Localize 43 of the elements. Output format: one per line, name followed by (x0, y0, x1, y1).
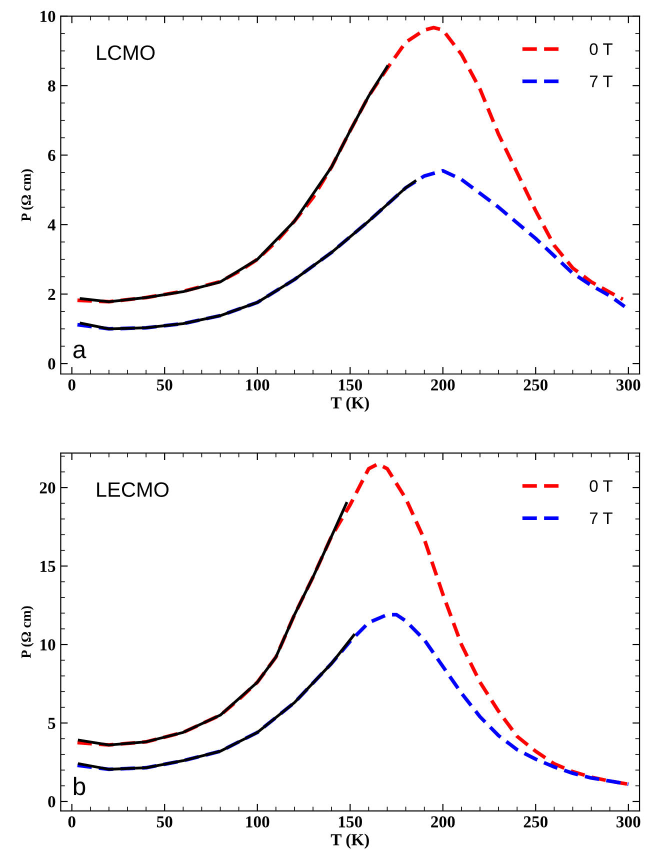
y-tick-label: 6 (48, 150, 56, 162)
legend-label: 0 T (590, 43, 612, 56)
y-tick-label: 4 (48, 219, 56, 230)
x-tick-label: 50 (156, 379, 172, 391)
x-tick-label: 300 (616, 816, 640, 828)
x-tick-label: 50 (156, 816, 172, 828)
y-tick-label: 0 (48, 358, 56, 370)
y-tick-label: 10 (40, 10, 56, 22)
x-tick-label: 0 (68, 816, 76, 828)
line-series (80, 180, 416, 330)
y-tick-label: 0 (48, 796, 56, 808)
line-series (80, 65, 389, 304)
annotation: LCMO (97, 45, 155, 60)
legend-label: 0 T (590, 480, 612, 492)
y-tick-label: 10 (40, 639, 56, 650)
x-tick-label: 200 (431, 379, 455, 391)
annotation: b (74, 776, 86, 796)
annotation: a (73, 344, 86, 358)
x-tick-label: 0 (68, 379, 76, 391)
y-axis-title: P (Ω cm) (21, 169, 34, 222)
x-tick-label: 150 (338, 379, 362, 391)
x-tick-label: 300 (616, 379, 640, 391)
x-tick-label: 250 (524, 379, 548, 391)
line-series (76, 26, 625, 304)
x-axis-title: T (K) (330, 396, 369, 412)
x-tick-label: 250 (524, 816, 548, 828)
y-tick-label: 2 (48, 288, 56, 300)
annotation: LECMO (97, 482, 169, 497)
x-axis-title: T (K) (330, 834, 369, 849)
x-tick-label: 150 (338, 816, 362, 828)
x-tick-label: 100 (246, 379, 270, 391)
y-axis-title: P (Ω cm) (21, 606, 34, 658)
y-tick-label: 15 (40, 560, 56, 572)
y-tick-label: 8 (48, 80, 56, 92)
x-tick-label: 100 (246, 816, 270, 828)
legend-label: 7 T (590, 76, 612, 88)
line-series (76, 168, 627, 331)
line-series (78, 502, 348, 746)
y-tick-label: 5 (48, 718, 56, 729)
line-series (78, 634, 356, 771)
y-tick-label: 20 (40, 482, 56, 494)
x-tick-label: 200 (431, 816, 455, 828)
legend-label: 7 T (590, 512, 612, 524)
